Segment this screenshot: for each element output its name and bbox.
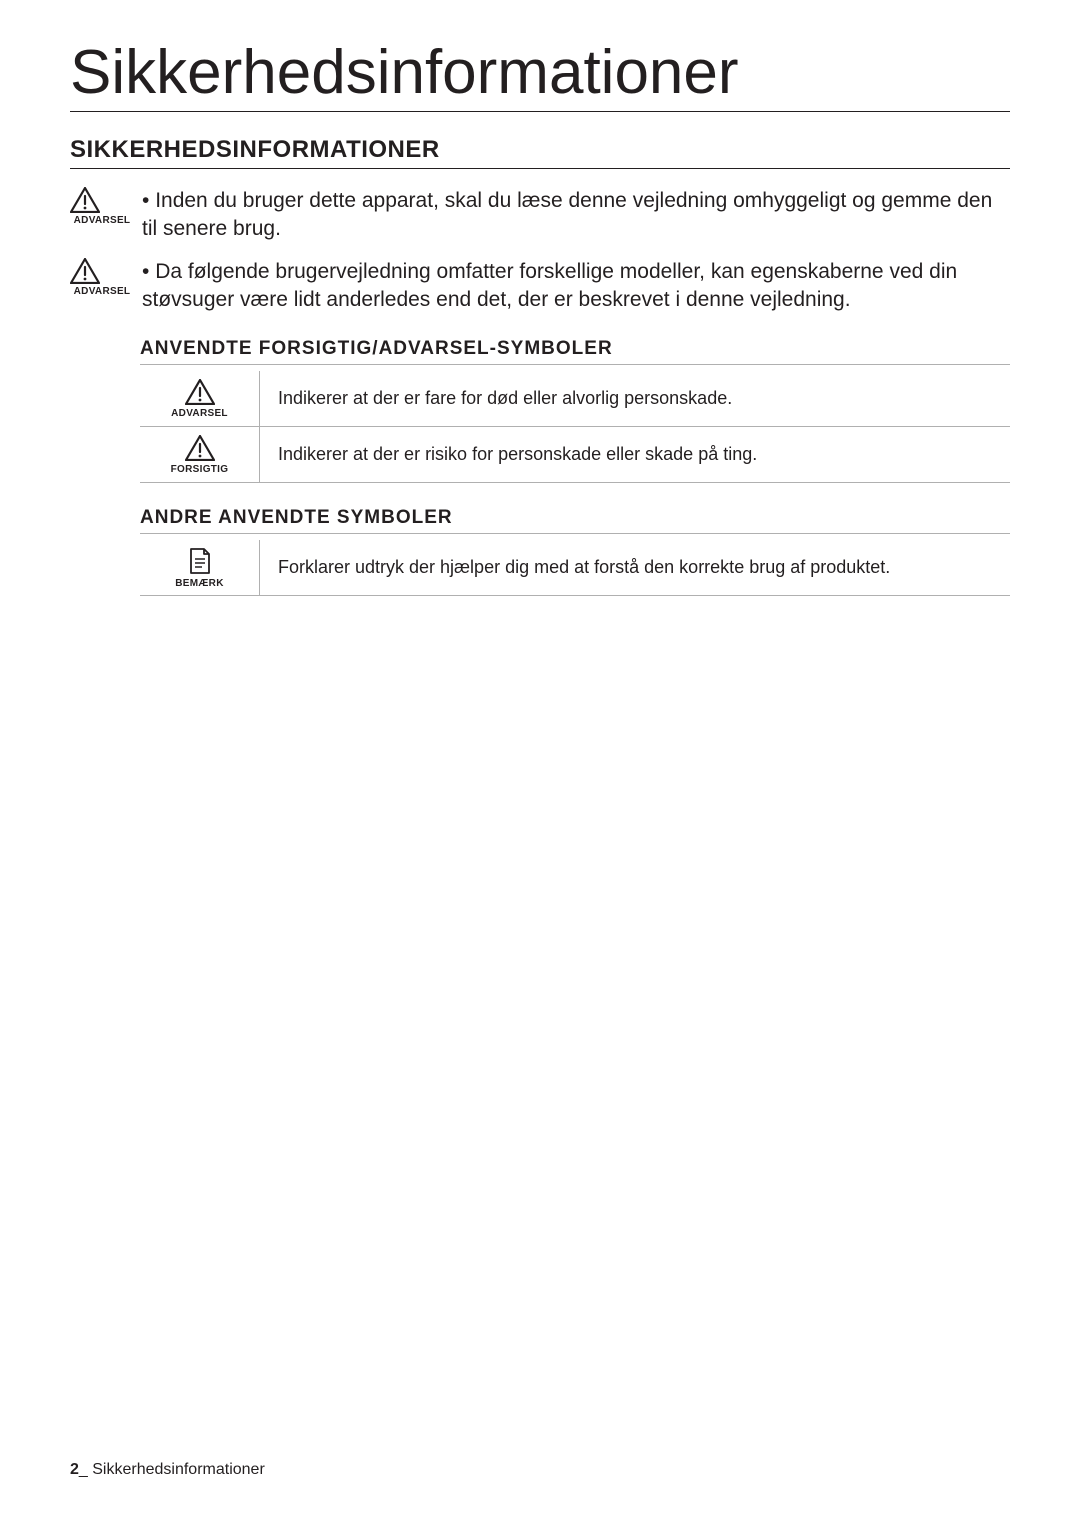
- warning-triangle-icon: [70, 187, 100, 213]
- warning-text-content: Da følgende brugervejledning omfatter fo…: [142, 260, 957, 311]
- page-number: 2: [70, 1461, 79, 1478]
- page-footer: 2_ Sikkerhedsinformationer: [70, 1461, 265, 1479]
- symbol-description: Forklarer udtryk der hjælper dig med at …: [260, 540, 1010, 595]
- symbol-row: FORSIGTIG Indikerer at der er risiko for…: [140, 427, 1010, 483]
- warning-text: • Da følgende brugervejledning omfatter …: [134, 258, 1010, 315]
- symbol-table: BEMÆRK Forklarer udtryk der hjælper dig …: [140, 540, 1010, 596]
- warning-triangle-icon: [185, 379, 215, 405]
- symbol-icon-label: ADVARSEL: [171, 408, 228, 419]
- warning-triangle-icon: [70, 258, 100, 284]
- symbol-icon-label: FORSIGTIG: [171, 464, 229, 475]
- warning-icon-column: ADVARSEL: [70, 187, 134, 226]
- warning-text-content: Inden du bruger dette apparat, skal du l…: [142, 189, 992, 240]
- warning-triangle-icon: [185, 435, 215, 461]
- symbol-icon-label: BEMÆRK: [175, 578, 223, 589]
- page-title: Sikkerhedsinformationer: [70, 40, 1010, 112]
- warning-icon-label: ADVARSEL: [70, 286, 134, 297]
- symbols-heading: ANDRE ANVENDTE SYMBOLER: [140, 507, 1010, 534]
- symbol-table: ADVARSEL Indikerer at der er fare for dø…: [140, 371, 1010, 483]
- footer-separator: _: [79, 1461, 92, 1478]
- symbols-heading: ANVENDTE FORSIGTIG/ADVARSEL-SYMBOLER: [140, 338, 1010, 365]
- symbol-icon-cell: FORSIGTIG: [140, 427, 260, 482]
- warning-icon-label: ADVARSEL: [70, 215, 134, 226]
- warning-icon-column: ADVARSEL: [70, 258, 134, 297]
- symbol-row: ADVARSEL Indikerer at der er fare for dø…: [140, 371, 1010, 427]
- symbol-description: Indikerer at der er risiko for personska…: [260, 427, 1010, 482]
- note-document-icon: [188, 547, 212, 575]
- symbol-icon-cell: ADVARSEL: [140, 371, 260, 426]
- section-heading: SIKKERHEDSINFORMATIONER: [70, 136, 1010, 169]
- document-page: Sikkerhedsinformationer SIKKERHEDSINFORM…: [0, 0, 1080, 1527]
- symbol-icon-cell: BEMÆRK: [140, 540, 260, 595]
- warning-block: ADVARSEL • Da følgende brugervejledning …: [70, 258, 1010, 315]
- warning-block: ADVARSEL • Inden du bruger dette apparat…: [70, 187, 1010, 244]
- symbol-row: BEMÆRK Forklarer udtryk der hjælper dig …: [140, 540, 1010, 596]
- warning-text: • Inden du bruger dette apparat, skal du…: [134, 187, 1010, 244]
- footer-title: Sikkerhedsinformationer: [92, 1461, 265, 1478]
- symbol-description: Indikerer at der er fare for død eller a…: [260, 371, 1010, 426]
